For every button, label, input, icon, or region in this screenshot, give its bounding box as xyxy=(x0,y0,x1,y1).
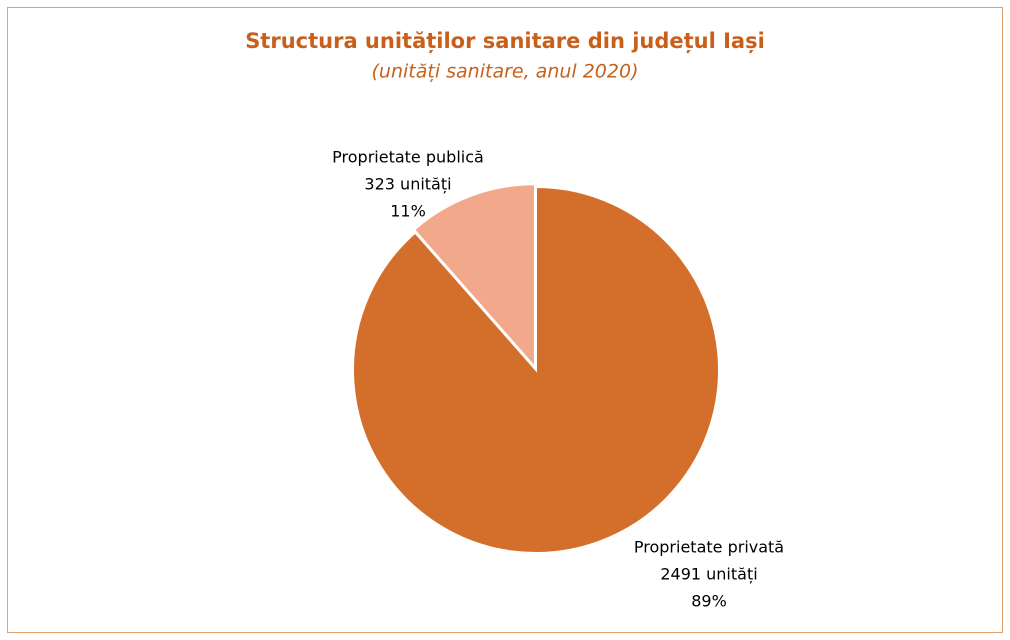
slice-value-label: 2491 unități xyxy=(660,565,757,584)
slice-value-label: 323 unități xyxy=(364,175,451,194)
slice-percent-label: 11% xyxy=(390,202,426,221)
chart-subtitle: (unități sanitare, anul 2020) xyxy=(372,61,639,83)
pie-slice xyxy=(412,183,536,370)
slice-percent-label: 89% xyxy=(691,592,727,611)
pie-slice xyxy=(352,185,720,554)
slice-category-label: Proprietate publică xyxy=(332,148,484,167)
slice-category-label: Proprietate privată xyxy=(634,538,784,557)
chart-title: Structura unităților sanitare din județu… xyxy=(245,29,765,54)
